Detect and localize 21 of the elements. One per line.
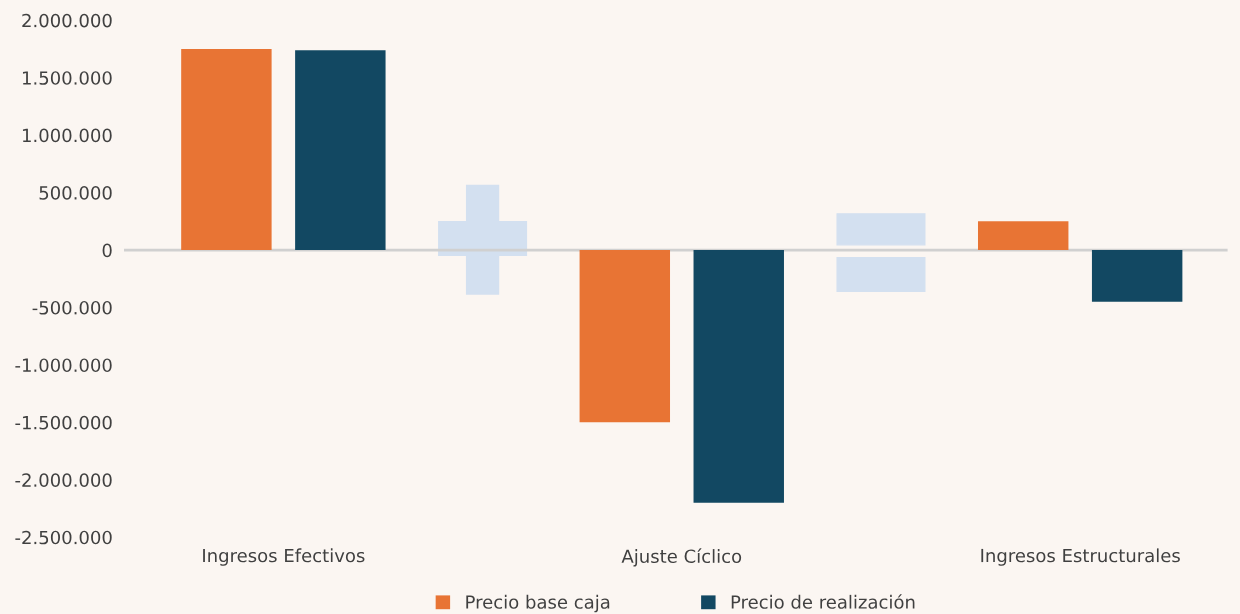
bar xyxy=(693,250,784,503)
bar xyxy=(1091,250,1183,302)
x-tick-label: Ajuste Cíclico xyxy=(621,548,742,567)
y-tick-label: 0 xyxy=(102,243,112,258)
bar xyxy=(295,50,386,251)
y-tick-label: -2.000.000 xyxy=(15,473,112,487)
bar xyxy=(978,221,1069,251)
legend-label: Precio de realización xyxy=(731,594,915,609)
x-tick-label: Ingresos Efectivos xyxy=(203,548,365,566)
y-tick-label: -500.000 xyxy=(32,300,112,315)
x-tick-label: Ingresos Estructurales xyxy=(981,548,1180,566)
y-tick-label: 500.000 xyxy=(39,186,112,200)
y-tick-label: 2.000.000 xyxy=(22,13,112,28)
y-tick-label: -1.500.000 xyxy=(15,415,112,430)
y-tick-label: -1.000.000 xyxy=(15,358,112,373)
legend-label: Precio base caja xyxy=(466,594,610,613)
bar xyxy=(181,48,272,251)
y-tick-label: 1.500.000 xyxy=(22,71,112,85)
bar xyxy=(579,250,671,423)
y-tick-label: -2.500.000 xyxy=(15,530,112,545)
y-tick-label: 1.000.000 xyxy=(22,128,112,143)
